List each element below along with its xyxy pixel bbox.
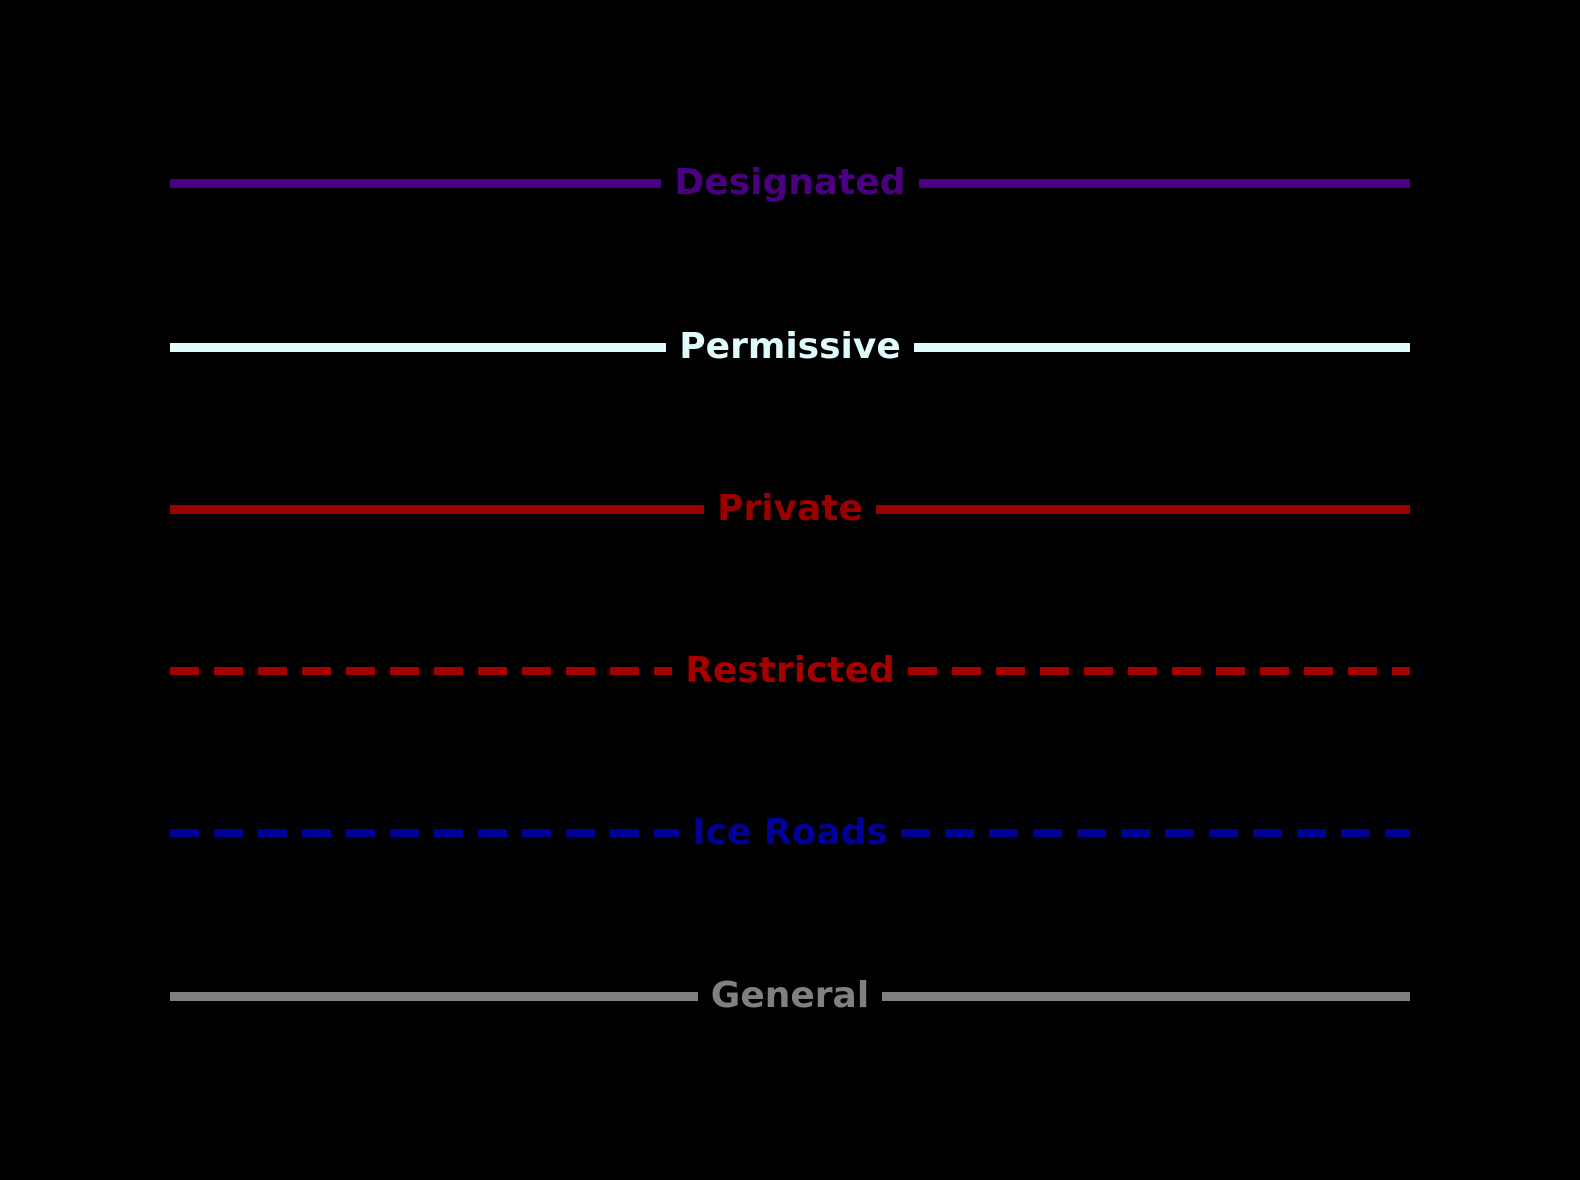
permissive-line-left-segment bbox=[170, 342, 667, 352]
general-line-right-segment bbox=[882, 991, 1410, 1001]
restricted-line-right-segment bbox=[907, 667, 1411, 675]
designated-line-left-segment bbox=[170, 178, 662, 188]
designated-label: Designated bbox=[674, 162, 906, 203]
ice-roads-line-left-segment bbox=[170, 829, 680, 837]
permissive-line-right-segment bbox=[913, 342, 1411, 352]
legend-row-ice-roads: Ice Roads bbox=[170, 797, 1411, 869]
private-label: Private bbox=[717, 488, 863, 529]
legend-row-private: Private bbox=[170, 473, 1410, 545]
restricted-label: Restricted bbox=[685, 650, 895, 691]
restricted-line-left-segment bbox=[170, 667, 673, 675]
ice-roads-label: Ice Roads bbox=[692, 812, 888, 853]
general-line-left-segment bbox=[170, 991, 698, 1001]
private-line-left-segment bbox=[170, 504, 705, 514]
private-line-right-segment bbox=[875, 504, 1410, 514]
permissive-label: Permissive bbox=[679, 326, 901, 367]
legend-row-restricted: Restricted bbox=[170, 635, 1411, 707]
designated-line-right-segment bbox=[918, 178, 1410, 188]
general-label: General bbox=[710, 975, 870, 1016]
ice-roads-line-right-segment bbox=[900, 829, 1411, 837]
legend-row-general: General bbox=[170, 960, 1410, 1032]
legend-row-designated: Designated bbox=[170, 147, 1410, 219]
legend-row-permissive: Permissive bbox=[170, 311, 1411, 383]
